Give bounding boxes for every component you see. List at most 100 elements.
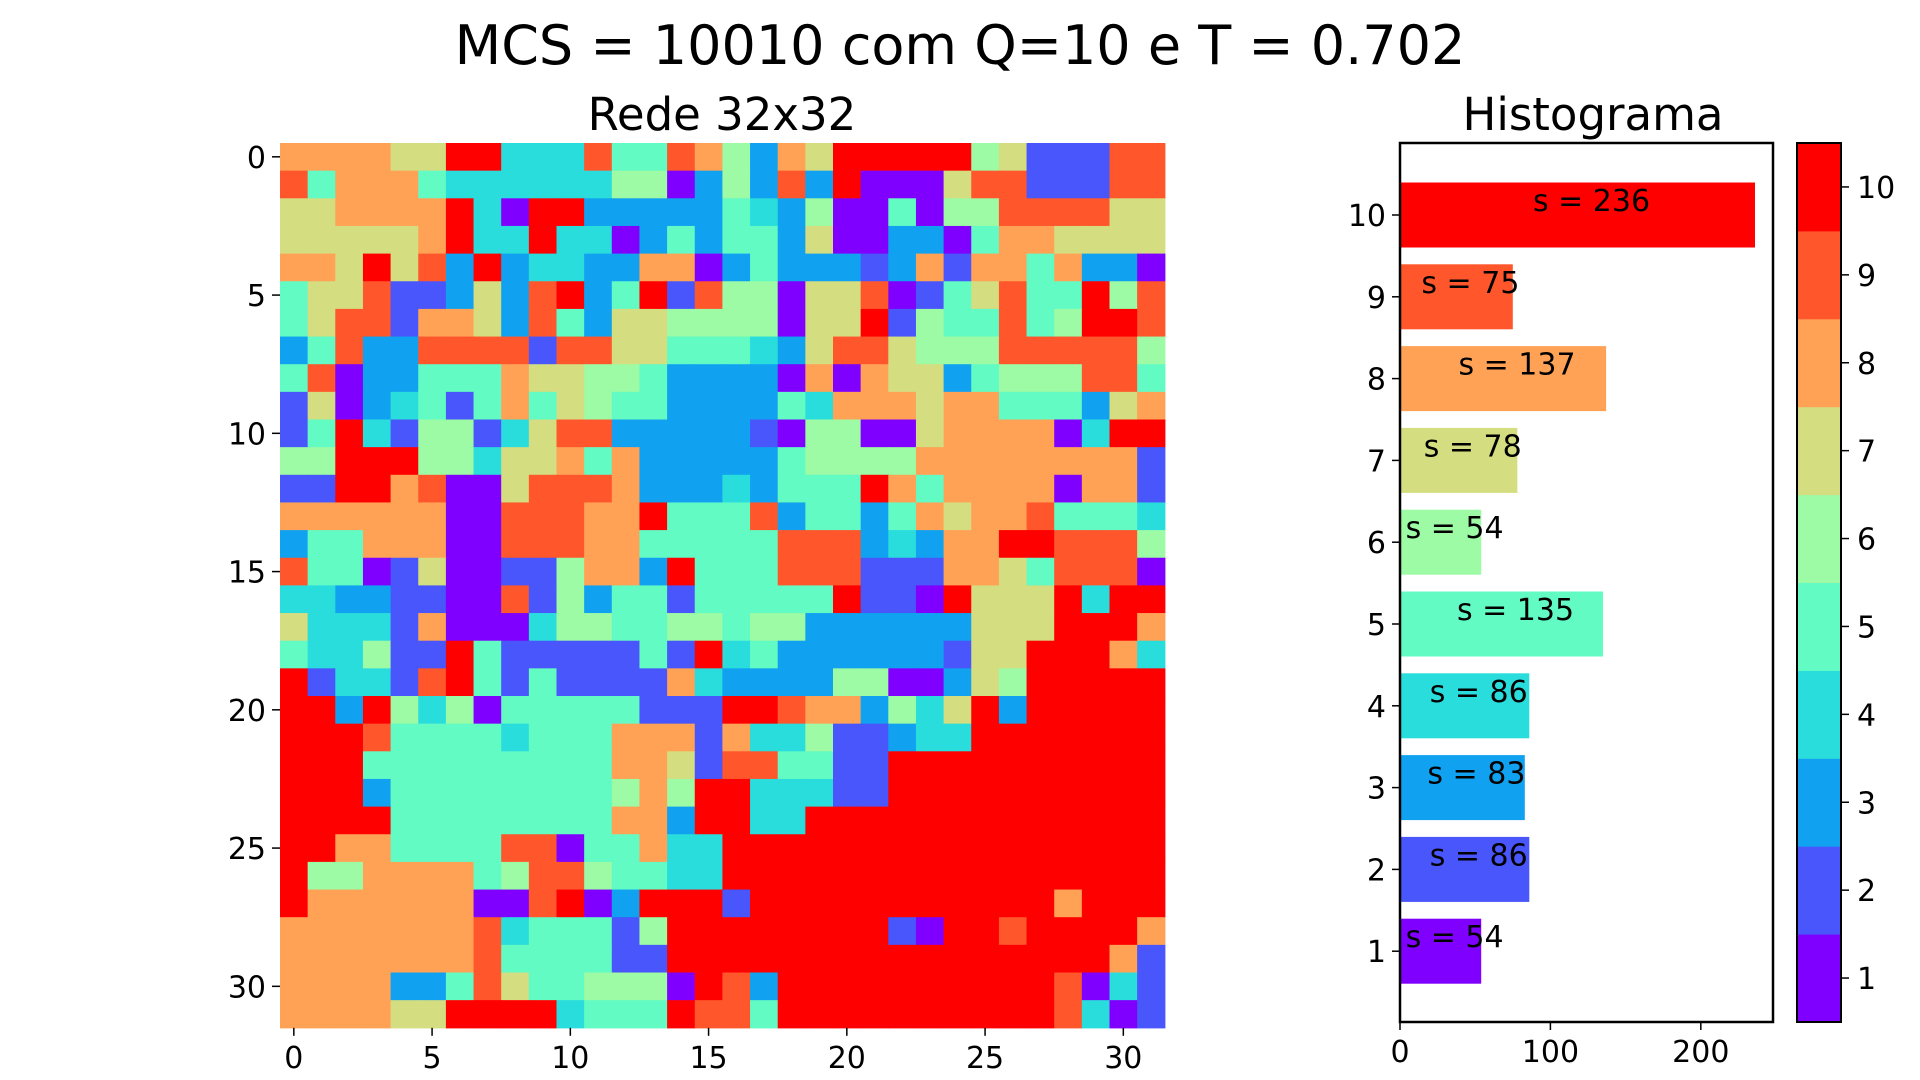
heatmap-cell [1081,170,1111,199]
heatmap-cell [860,557,889,586]
heatmap-cell [860,364,889,393]
heatmap-cell [1109,364,1138,393]
heatmap-cell [694,668,723,697]
heatmap-cell [971,944,1000,974]
heatmap-cell [611,391,641,421]
heatmap-cell [611,170,641,199]
heatmap-cell [860,225,889,255]
heatmap-cell [473,364,502,393]
heatmap-cell [943,557,972,586]
heatmap-cell [915,972,945,1001]
heatmap-cell [1026,530,1055,559]
heatmap-cell [584,530,613,559]
heatmap-cell [335,447,364,476]
heatmap-cell [750,696,779,725]
heatmap-cell [307,419,336,448]
heatmap-cell [805,308,834,338]
heatmap-cell [833,502,862,531]
heatmap-cell [584,668,613,697]
heatmap-cell [639,281,668,310]
heatmap-cell [860,613,889,642]
heatmap-cell [971,1000,1000,1029]
colorbar-segment [1797,934,1841,1023]
heatmap-cell [473,225,502,255]
heatmap-cell [694,336,723,365]
heatmap-cell [418,143,447,172]
histogram-bar [1400,673,1530,739]
heatmap-cell [805,640,834,669]
heatmap-cell [445,751,475,780]
heatmap-cell [667,170,696,199]
heatmap-cell [860,806,889,835]
heatmap-cell [362,944,392,974]
heatmap-cell [888,474,917,504]
heatmap-cell [1054,861,1083,891]
heatmap-cell [501,308,530,338]
heatmap-cell [860,198,889,227]
heatmap-cell [418,696,447,725]
heatmap-cell [556,751,585,780]
heatmap-cell [888,502,917,531]
heatmap-cell [860,336,889,365]
heatmap-cell [1081,502,1111,531]
heatmap-cell [777,834,806,863]
heatmap-cell [280,613,309,642]
colorbar-tick-label: 1 [1857,962,1876,997]
heatmap-cell [501,198,530,227]
heatmap-cell [1137,253,1166,282]
heatmap-cell [915,281,945,310]
heatmap-cell [833,419,862,448]
heatmap-cell [805,143,834,172]
heatmap-cell [750,225,779,255]
heatmap-cell [1026,613,1055,642]
heatmap-cell [805,530,834,559]
heatmap-cell [750,944,779,974]
heatmap-cell [777,668,806,697]
heatmap-cell [915,198,945,227]
heatmap-cell [777,170,806,199]
heatmap-cell [1109,1000,1138,1029]
heatmap-cell [1137,585,1166,614]
heatmap-cell [1054,834,1083,863]
heatmap-cell [280,889,309,918]
heatmap-y-tick-label: 30 [228,970,266,1005]
heatmap-cell [1026,198,1055,227]
heatmap-x-tick-label: 5 [423,1041,442,1076]
heatmap-cell [390,391,419,421]
heatmap-cell [280,917,309,946]
heatmap-cell [667,917,696,946]
histogram-frame [1398,141,1775,1024]
heatmap-cell [556,474,585,504]
heatmap-cell [362,530,392,559]
heatmap-cell [390,972,419,1001]
heatmap-cell [1026,751,1055,780]
histogram-bars: s = 54 s = 86 s = 83 s = 86 s = 135 s = 54 s =… [1400,182,1755,984]
heatmap-cell [445,447,475,476]
heatmap-cell [390,640,419,669]
heatmap-cell [1109,391,1138,421]
heatmap-cell [584,751,613,780]
heatmap-cell [556,419,585,448]
heatmap-cell [833,447,862,476]
heatmap-cell [722,474,751,504]
heatmap-cell [943,917,972,946]
heatmap-cell [943,723,972,752]
heatmap-cell [998,198,1028,227]
heatmap-cell [362,170,392,199]
heatmap-cell [694,364,723,393]
heatmap-cell [833,170,862,199]
heatmap-cell [1081,198,1111,227]
heatmap-cell [805,751,834,780]
heatmap-cell [722,723,751,752]
heatmap-cell [445,834,475,863]
heatmap-cell [1137,170,1166,199]
heatmap-cell [694,419,723,448]
heatmap-cell [860,391,889,421]
heatmap-cell [915,668,945,697]
heatmap-cell [445,253,475,282]
colorbar-segment [1797,143,1841,232]
heatmap-cell [362,557,392,586]
heatmap-cell [418,723,447,752]
heatmap-cell [694,225,723,255]
heatmap-cell [915,834,945,863]
